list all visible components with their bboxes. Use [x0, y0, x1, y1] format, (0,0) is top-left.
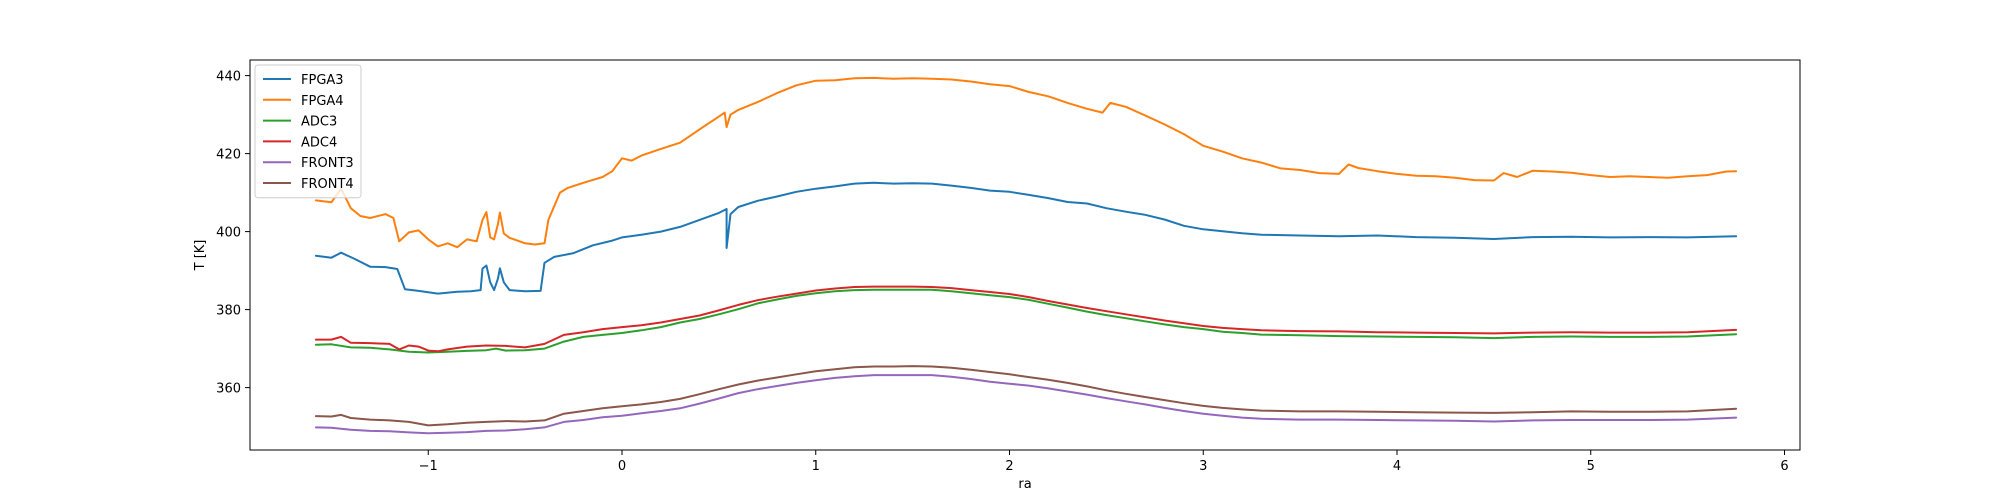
x-tick-label: 5	[1587, 459, 1595, 474]
x-tick-label: −1	[419, 459, 438, 474]
x-tick-label: 6	[1780, 459, 1788, 474]
y-tick-label: 440	[216, 70, 241, 85]
legend-box	[254, 64, 362, 199]
series-line-adc3	[314, 288, 1738, 354]
y-tick-label: 360	[216, 382, 241, 397]
x-axis: −1 0 1 2 3 4 5 6	[419, 450, 1789, 474]
y-tick-label: 420	[216, 148, 241, 163]
series-line-front3	[314, 374, 1738, 435]
legend-label-front4: FRONT4	[301, 177, 354, 192]
x-tick-label: 2	[1005, 459, 1013, 474]
series-line-adc4	[314, 285, 1738, 353]
legend-label-fpga3: FPGA3	[301, 73, 344, 88]
plot-frame	[249, 59, 1801, 451]
y-axis-label: T [K]	[193, 240, 208, 272]
series-line-fpga3	[314, 181, 1738, 295]
legend: FPGA3 FPGA4 ADC3 ADC4 FRONT3 FRONT4	[254, 64, 362, 199]
series-line-front4	[314, 365, 1738, 427]
legend-label-front3: FRONT3	[301, 156, 354, 171]
x-tick-label: 1	[812, 459, 820, 474]
series-layer	[314, 76, 1738, 435]
x-axis-label: ra	[1018, 477, 1031, 492]
y-tick-label: 400	[216, 226, 241, 241]
x-tick-label: 3	[1199, 459, 1207, 474]
y-tick-label: 380	[216, 304, 241, 319]
legend-label-adc4: ADC4	[301, 135, 337, 150]
x-tick-label: 0	[618, 459, 626, 474]
series-line-fpga4	[314, 76, 1738, 249]
x-tick-label: 4	[1393, 459, 1401, 474]
y-axis: 360 380 400 420 440	[216, 70, 250, 397]
legend-label-adc3: ADC3	[301, 115, 337, 130]
legend-label-fpga4: FPGA4	[301, 94, 344, 109]
